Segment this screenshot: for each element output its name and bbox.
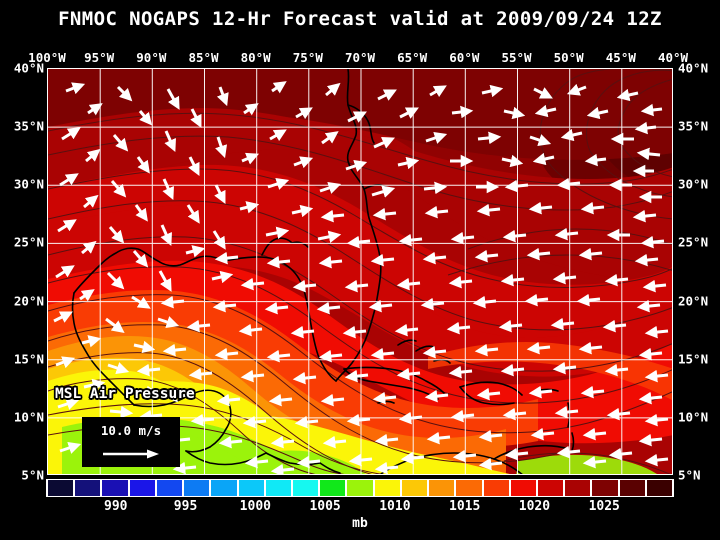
colorbar-tick-label: 1000	[239, 499, 271, 514]
latitude-tick-label: 15°N	[13, 351, 44, 367]
colorbar-swatch	[619, 480, 645, 496]
latitude-axis-right: 40°N 35°N 30°N 25°N 20°N 15°N 10°N 5°N	[678, 0, 720, 540]
arrow-right-icon	[103, 449, 159, 459]
longitude-tick-label: 65°W	[397, 50, 428, 65]
colorbar-swatch	[238, 480, 264, 496]
latitude-tick-label: 10°N	[13, 409, 44, 425]
latitude-tick-label: 35°N	[13, 118, 44, 134]
wind-scale-key: 10.0 m/s	[82, 417, 180, 467]
colorbar-swatch	[265, 480, 291, 496]
colorbar-swatch	[429, 480, 455, 496]
colorbar-tick-label: 1020	[518, 499, 551, 514]
colorbar-swatch	[320, 480, 346, 496]
pressure-field-svg	[48, 69, 672, 474]
colorbar-swatch	[483, 480, 509, 496]
colorbar-tick-label: 995	[173, 499, 198, 514]
longitude-tick-label: 70°W	[344, 50, 376, 65]
colorbar-swatch	[292, 480, 319, 496]
field-label: MSL Air Pressure	[55, 386, 195, 402]
figure-title: FNMOC NOGAPS 12-Hr Forecast valid at 200…	[58, 8, 662, 30]
colorbar-swatch	[592, 480, 618, 496]
longitude-tick-label: 60°W	[449, 50, 480, 65]
latitude-tick-label: 25°N	[13, 234, 44, 250]
longitude-tick-label: 95°W	[84, 50, 115, 65]
wind-vectors	[53, 81, 669, 474]
colorbar-swatch	[75, 480, 101, 496]
longitude-tick-label: 50°W	[553, 50, 584, 65]
colorbar-swatch	[211, 480, 237, 496]
pressure-colorbar	[46, 479, 674, 497]
colorbar-swatch	[401, 480, 428, 496]
colorbar-swatch	[129, 480, 155, 496]
latitude-tick-label: 30°N	[13, 176, 44, 192]
map-plot-area	[47, 68, 673, 475]
latitude-tick-label: 15°N	[678, 351, 709, 367]
latitude-tick-label: 30°N	[678, 176, 709, 192]
longitude-tick-label: 100°W	[28, 50, 66, 65]
longitude-tick-label: 45°W	[605, 50, 636, 65]
latitude-tick-label: 25°N	[678, 234, 709, 250]
colorbar-swatch	[48, 480, 74, 496]
longitude-tick-label: 85°W	[188, 50, 219, 65]
colorbar-swatch	[646, 480, 673, 496]
longitude-tick-label: 55°W	[501, 50, 532, 65]
colorbar-swatch	[456, 480, 482, 496]
colorbar-swatch	[156, 480, 183, 496]
latitude-tick-label: 40°N	[678, 60, 709, 76]
colorbar-swatch	[102, 480, 128, 496]
longitude-tick-label: 75°W	[292, 50, 323, 65]
latitude-tick-label: 5°N	[21, 467, 44, 483]
colorbar-swatch	[537, 480, 564, 496]
colorbar-tick-label: 1010	[379, 499, 411, 514]
colorbar-swatch	[347, 480, 373, 496]
colorbar-tick-label: 1015	[449, 499, 481, 514]
latitude-tick-label: 20°N	[13, 293, 44, 309]
latitude-tick-label: 20°N	[678, 293, 709, 309]
longitude-tick-label: 40°W	[657, 50, 689, 65]
colorbar-tick-label: 990	[104, 499, 128, 514]
latitude-tick-label: 10°N	[678, 409, 709, 425]
wind-scale-label: 10.0 m/s	[100, 423, 162, 438]
latitude-tick-label: 40°N	[13, 60, 44, 76]
latitude-axis-left: 40°N 35°N 30°N 25°N 20°N 15°N 10°N 5°N	[0, 0, 44, 540]
latitude-tick-label: 5°N	[678, 467, 701, 483]
colorbar-swatch	[565, 480, 591, 496]
colorbar-swatch	[184, 480, 210, 496]
colorbar-swatch	[510, 480, 536, 496]
colorbar-tick-label: 1005	[309, 499, 341, 514]
colorbar-tick-label: 1025	[588, 499, 620, 514]
longitude-tick-label: 90°W	[136, 50, 167, 65]
longitude-tick-label: 80°W	[240, 50, 271, 65]
colorbar-swatch	[374, 480, 400, 496]
colorbar-units-label: mb	[352, 516, 368, 531]
latitude-tick-label: 35°N	[678, 118, 709, 134]
